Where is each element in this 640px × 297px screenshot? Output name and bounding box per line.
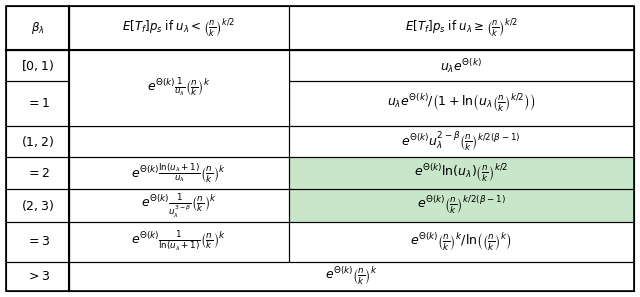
Bar [6,189,69,222]
Bar [69,126,289,157]
Bar [6,222,69,262]
Bar [289,189,634,222]
Text: $(2,3)$: $(2,3)$ [21,198,54,213]
Text: $e^{\Theta(k)} \ln(u_\lambda) \left(\frac{n}{k}\right)^{k/2}$: $e^{\Theta(k)} \ln(u_\lambda) \left(\fra… [414,162,508,184]
Bar [69,50,289,126]
Bar [69,222,289,262]
Bar [69,262,634,291]
Text: $u_\lambda e^{\Theta(k)} / \left(1 + \ln\!\left(u_\lambda \left(\frac{n}{k}\righ: $u_\lambda e^{\Theta(k)} / \left(1 + \ln… [387,93,536,114]
Bar [6,50,69,81]
Bar [6,157,69,189]
Bar [6,6,69,50]
Bar [69,50,289,81]
Text: $= 2$: $= 2$ [26,167,50,180]
Text: $u_\lambda e^{\Theta(k)}$: $u_\lambda e^{\Theta(k)}$ [440,57,482,75]
Text: $[0,1)$: $[0,1)$ [21,58,54,73]
Bar [6,81,69,126]
Text: $e^{\Theta(k)} u_\lambda^{2-\beta} \left(\frac{n}{k}\right)^{k/2(\beta-1)}$: $e^{\Theta(k)} u_\lambda^{2-\beta} \left… [401,129,521,153]
Bar [69,262,634,291]
Text: $e^{\Theta(k)} \frac{1}{u_\lambda} \left(\frac{n}{k}\right)^k$: $e^{\Theta(k)} \frac{1}{u_\lambda} \left… [147,77,211,99]
Bar [69,157,289,189]
Bar [289,157,634,189]
Bar [6,126,69,157]
Bar [69,222,289,262]
Text: $> 3$: $> 3$ [26,270,50,283]
Bar [69,189,289,222]
Bar [289,81,634,126]
Bar [289,6,634,50]
Bar [69,126,289,157]
Bar [6,126,69,157]
Text: $e^{\Theta(k)} \left(\frac{n}{k}\right)^k / \ln\!\left(\left(\frac{n}{k}\right)^: $e^{\Theta(k)} \left(\frac{n}{k}\right)^… [410,231,512,252]
Text: $e^{\Theta(k)} \frac{1}{\ln(u_\lambda+1)} \left(\frac{n}{k}\right)^k$: $e^{\Theta(k)} \frac{1}{\ln(u_\lambda+1)… [131,230,227,254]
Bar [289,157,634,189]
Text: $E[T_f]p_s$ if $u_\lambda \geq \left(\frac{n}{k}\right)^{k/2}$: $E[T_f]p_s$ if $u_\lambda \geq \left(\fr… [404,18,518,39]
Text: $E[T_f]p_s$ if $u_\lambda < \left(\frac{n}{k}\right)^{k/2}$: $E[T_f]p_s$ if $u_\lambda < \left(\frac{… [122,18,236,39]
Bar [6,157,69,189]
Bar [69,6,289,50]
Bar [289,222,634,262]
Bar [69,6,289,50]
Bar [69,157,289,189]
Text: $= 3$: $= 3$ [26,236,50,248]
Bar [6,262,69,291]
Bar [289,81,634,126]
Bar [6,50,69,81]
Bar [289,50,634,81]
Bar [289,189,634,222]
Bar [289,6,634,50]
Bar [69,50,289,81]
Bar [6,189,69,222]
Bar [289,222,634,262]
Bar [6,262,69,291]
Bar [6,222,69,262]
Bar [289,126,634,157]
Bar [69,50,289,126]
Text: $\beta_\lambda$: $\beta_\lambda$ [31,20,45,36]
Text: $e^{\Theta(k)} \frac{\ln(u_\lambda+1)}{u_\lambda} \left(\frac{n}{k}\right)^k$: $e^{\Theta(k)} \frac{\ln(u_\lambda+1)}{u… [131,161,227,185]
Text: $e^{\Theta(k)} \frac{1}{u_\lambda} \left(\frac{n}{k}\right)^k$: $e^{\Theta(k)} \frac{1}{u_\lambda} \left… [147,92,211,115]
Bar [6,81,69,126]
Bar [69,189,289,222]
Text: $e^{\Theta(k)} \frac{1}{u_\lambda^{3-\beta}} \left(\frac{n}{k}\right)^k$: $e^{\Theta(k)} \frac{1}{u_\lambda^{3-\be… [141,192,217,220]
Bar [289,50,634,81]
Text: $e^{\Theta(k)} \left(\frac{n}{k}\right)^k$: $e^{\Theta(k)} \left(\frac{n}{k}\right)^… [325,266,378,287]
Bar [289,126,634,157]
Text: $e^{\Theta(k)} \left(\frac{n}{k}\right)^{k/2(\beta-1)}$: $e^{\Theta(k)} \left(\frac{n}{k}\right)^… [417,195,506,217]
Text: $= 1$: $= 1$ [26,97,50,110]
Text: $(1,2)$: $(1,2)$ [21,134,54,148]
Bar [69,81,289,126]
Bar [69,81,289,126]
Bar [6,6,69,50]
